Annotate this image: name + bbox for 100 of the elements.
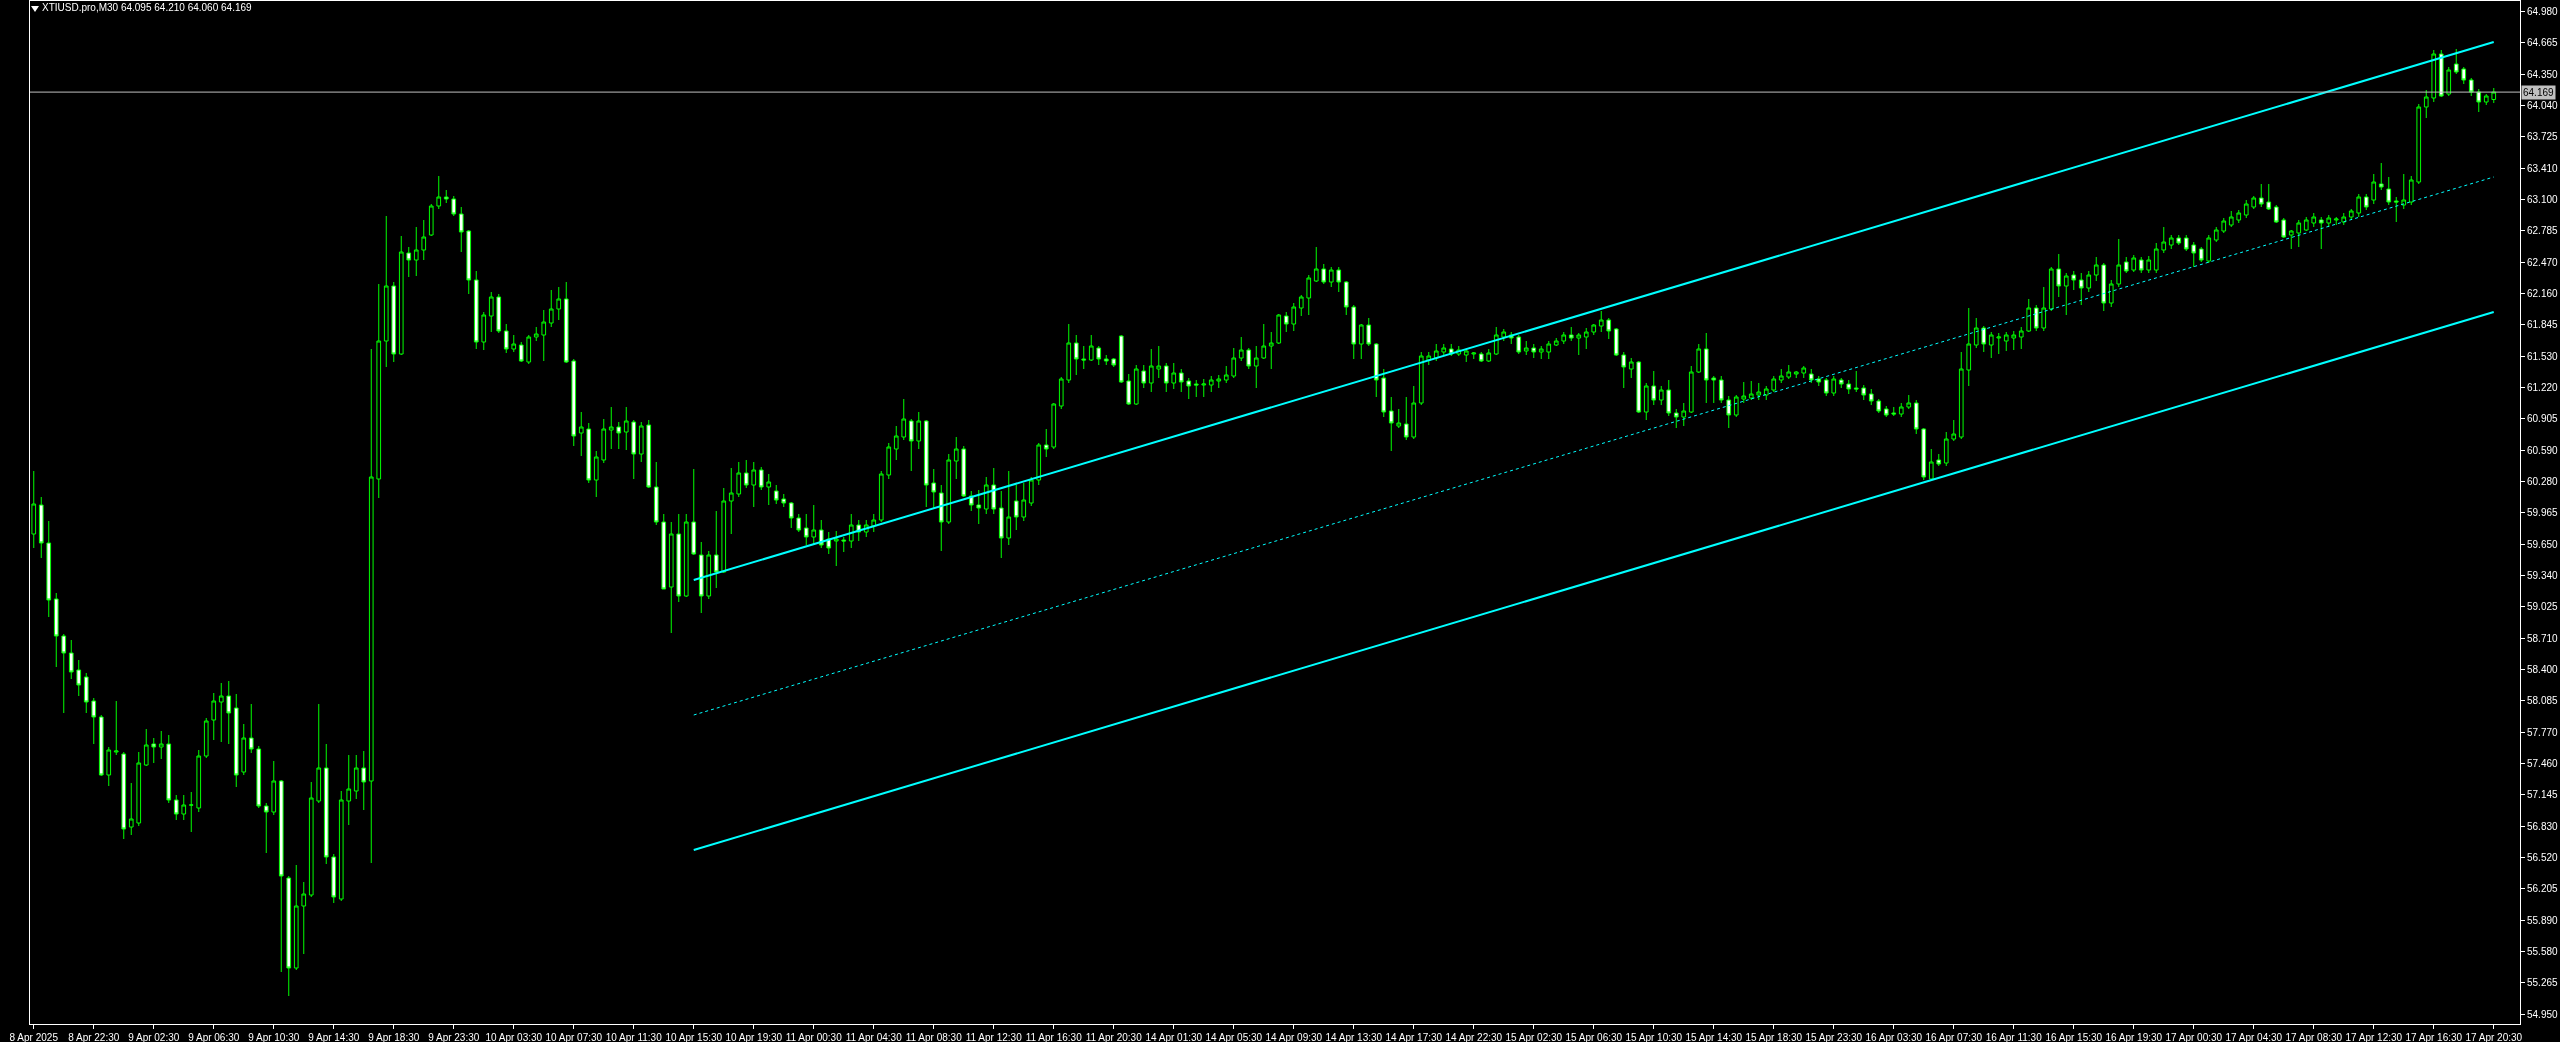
candlestick — [2101, 262, 2107, 312]
candlestick — [931, 468, 937, 509]
candlestick — [323, 743, 329, 865]
candlestick — [2288, 229, 2294, 250]
candlestick — [2266, 183, 2272, 211]
candlestick — [91, 697, 97, 745]
candlestick — [1786, 364, 1792, 380]
candlestick — [661, 513, 667, 590]
candlestick — [878, 470, 884, 523]
candlestick — [1763, 385, 1769, 401]
candlestick — [2296, 219, 2302, 248]
candlestick — [1336, 266, 1342, 293]
candlestick — [1103, 354, 1109, 366]
candlestick — [383, 215, 389, 368]
candlestick — [1298, 294, 1304, 317]
ref-line-label: 64.169 — [2523, 87, 2555, 98]
candlestick — [376, 283, 382, 499]
candlestick — [2356, 193, 2362, 218]
candlestick — [691, 468, 697, 556]
candlestick — [1883, 405, 1889, 418]
candlestick — [2063, 272, 2069, 316]
candlestick — [2018, 326, 2024, 350]
y-tick-label: 61.530 — [2527, 350, 2559, 362]
y-tick-label: 64.350 — [2527, 68, 2559, 80]
candlestick — [2363, 193, 2369, 211]
candlestick — [1748, 380, 1754, 401]
candlestick — [698, 541, 704, 614]
candlestick — [766, 473, 772, 506]
candlestick — [286, 875, 292, 997]
candlestick — [1928, 448, 1934, 482]
candlestick — [1306, 274, 1312, 316]
candlestick — [676, 513, 682, 603]
candlestick — [316, 703, 322, 804]
candlestick — [1673, 408, 1679, 429]
candlestick — [916, 411, 922, 450]
candlestick — [1156, 345, 1162, 379]
candlestick — [1688, 365, 1694, 414]
candlestick — [2333, 216, 2339, 226]
candlestick — [421, 219, 427, 261]
candlestick — [586, 422, 592, 484]
candlestick — [1733, 394, 1739, 418]
candlestick — [2116, 238, 2122, 288]
candlestick — [331, 853, 337, 904]
candlestick — [1906, 394, 1912, 410]
candlestick — [2138, 256, 2144, 274]
candlestick — [1703, 332, 1709, 404]
candlestick — [796, 513, 802, 533]
candlestick — [346, 754, 352, 826]
candlestick — [2476, 88, 2482, 113]
candlestick — [338, 790, 344, 902]
candlestick — [736, 461, 742, 498]
candlestick — [1606, 317, 1612, 340]
y-tick-label: 64.980 — [2527, 5, 2559, 17]
candlestick — [203, 717, 209, 759]
candlestick — [758, 466, 764, 491]
candlestick — [1876, 398, 1882, 414]
candlestick — [1006, 470, 1012, 546]
candlestick — [1868, 388, 1874, 406]
candlestick — [811, 504, 817, 546]
y-tick-label: 60.905 — [2527, 413, 2559, 424]
candlestick — [1726, 395, 1732, 429]
candlestick — [2146, 255, 2152, 274]
candlestick — [1321, 263, 1327, 285]
candlestick — [608, 406, 614, 450]
candlestick — [1148, 348, 1154, 393]
candlestick — [353, 754, 359, 800]
y-tick-label: 60.280 — [2527, 475, 2559, 487]
candlestick — [2393, 196, 2399, 223]
y-tick-label: 55.265 — [2527, 977, 2559, 988]
candlestick — [833, 530, 839, 567]
candlestick — [1493, 326, 1499, 356]
candlestick — [1478, 351, 1484, 363]
candlestick — [2348, 208, 2354, 221]
candlestick — [241, 723, 247, 776]
candlestick — [1943, 431, 1949, 467]
candlestick — [1028, 476, 1034, 507]
candlestick — [1973, 317, 1979, 349]
candlestick — [743, 459, 749, 489]
candlestick — [1921, 427, 1927, 481]
candlestick — [1463, 348, 1469, 363]
candlestick — [2446, 66, 2452, 97]
candlestick — [653, 461, 659, 526]
y-tick-label: 63.410 — [2527, 162, 2559, 174]
candlestick — [533, 326, 539, 342]
candlestick — [83, 672, 89, 714]
candlestick — [1433, 343, 1439, 362]
candlestick — [1823, 377, 1829, 397]
candlestick — [1651, 370, 1657, 406]
candlestick — [2026, 298, 2032, 333]
candlestick — [2213, 226, 2219, 243]
candlestick — [983, 476, 989, 515]
candlestick — [1163, 362, 1169, 393]
y-tick-label: 54.950 — [2527, 1008, 2559, 1020]
candlestick — [2198, 246, 2204, 263]
candlestick — [2491, 87, 2497, 104]
candlestick — [563, 281, 569, 364]
candlestick — [541, 309, 547, 362]
candlestick — [1951, 419, 1957, 442]
candlestick — [518, 341, 524, 363]
candlestick — [976, 489, 982, 525]
